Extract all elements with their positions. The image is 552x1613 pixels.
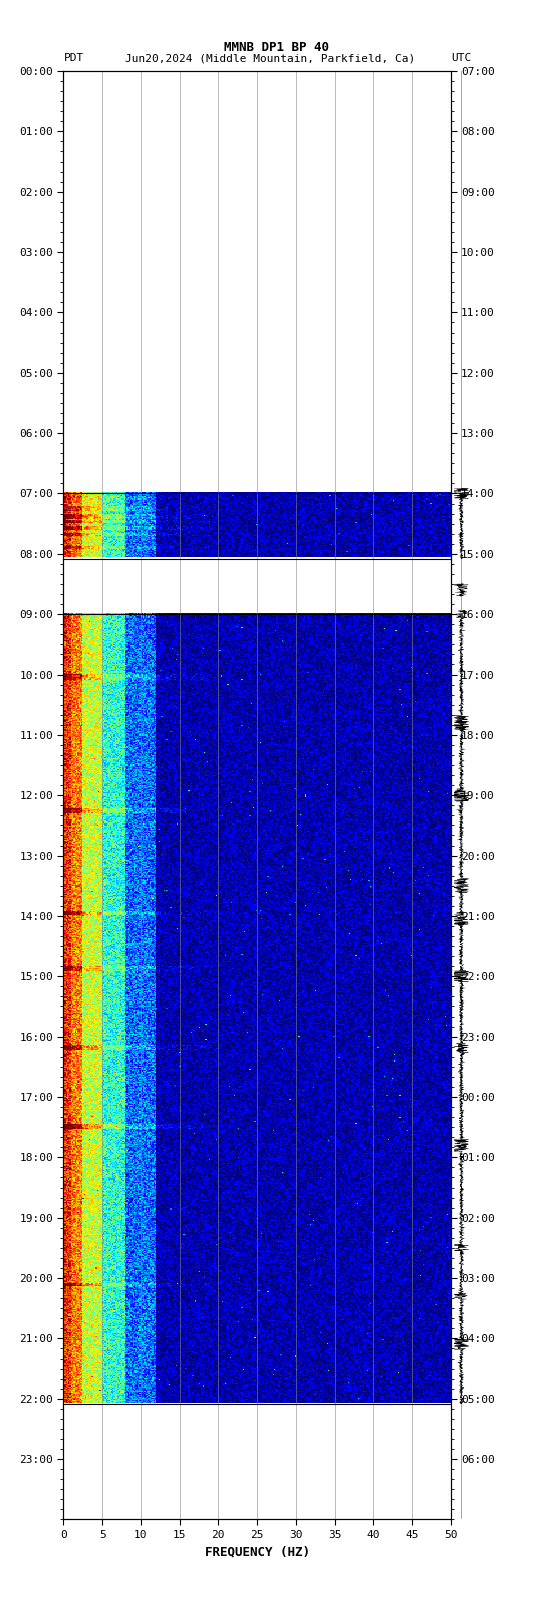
Text: USGS: USGS <box>13 13 43 26</box>
Text: UTC: UTC <box>452 53 472 63</box>
Text: PDT: PDT <box>63 53 84 63</box>
X-axis label: FREQUENCY (HZ): FREQUENCY (HZ) <box>205 1545 310 1558</box>
Text: MMNB DP1 BP 40: MMNB DP1 BP 40 <box>224 40 328 55</box>
Text: Jun20,2024 (Middle Mountain, Parkfield, Ca): Jun20,2024 (Middle Mountain, Parkfield, … <box>125 53 416 63</box>
